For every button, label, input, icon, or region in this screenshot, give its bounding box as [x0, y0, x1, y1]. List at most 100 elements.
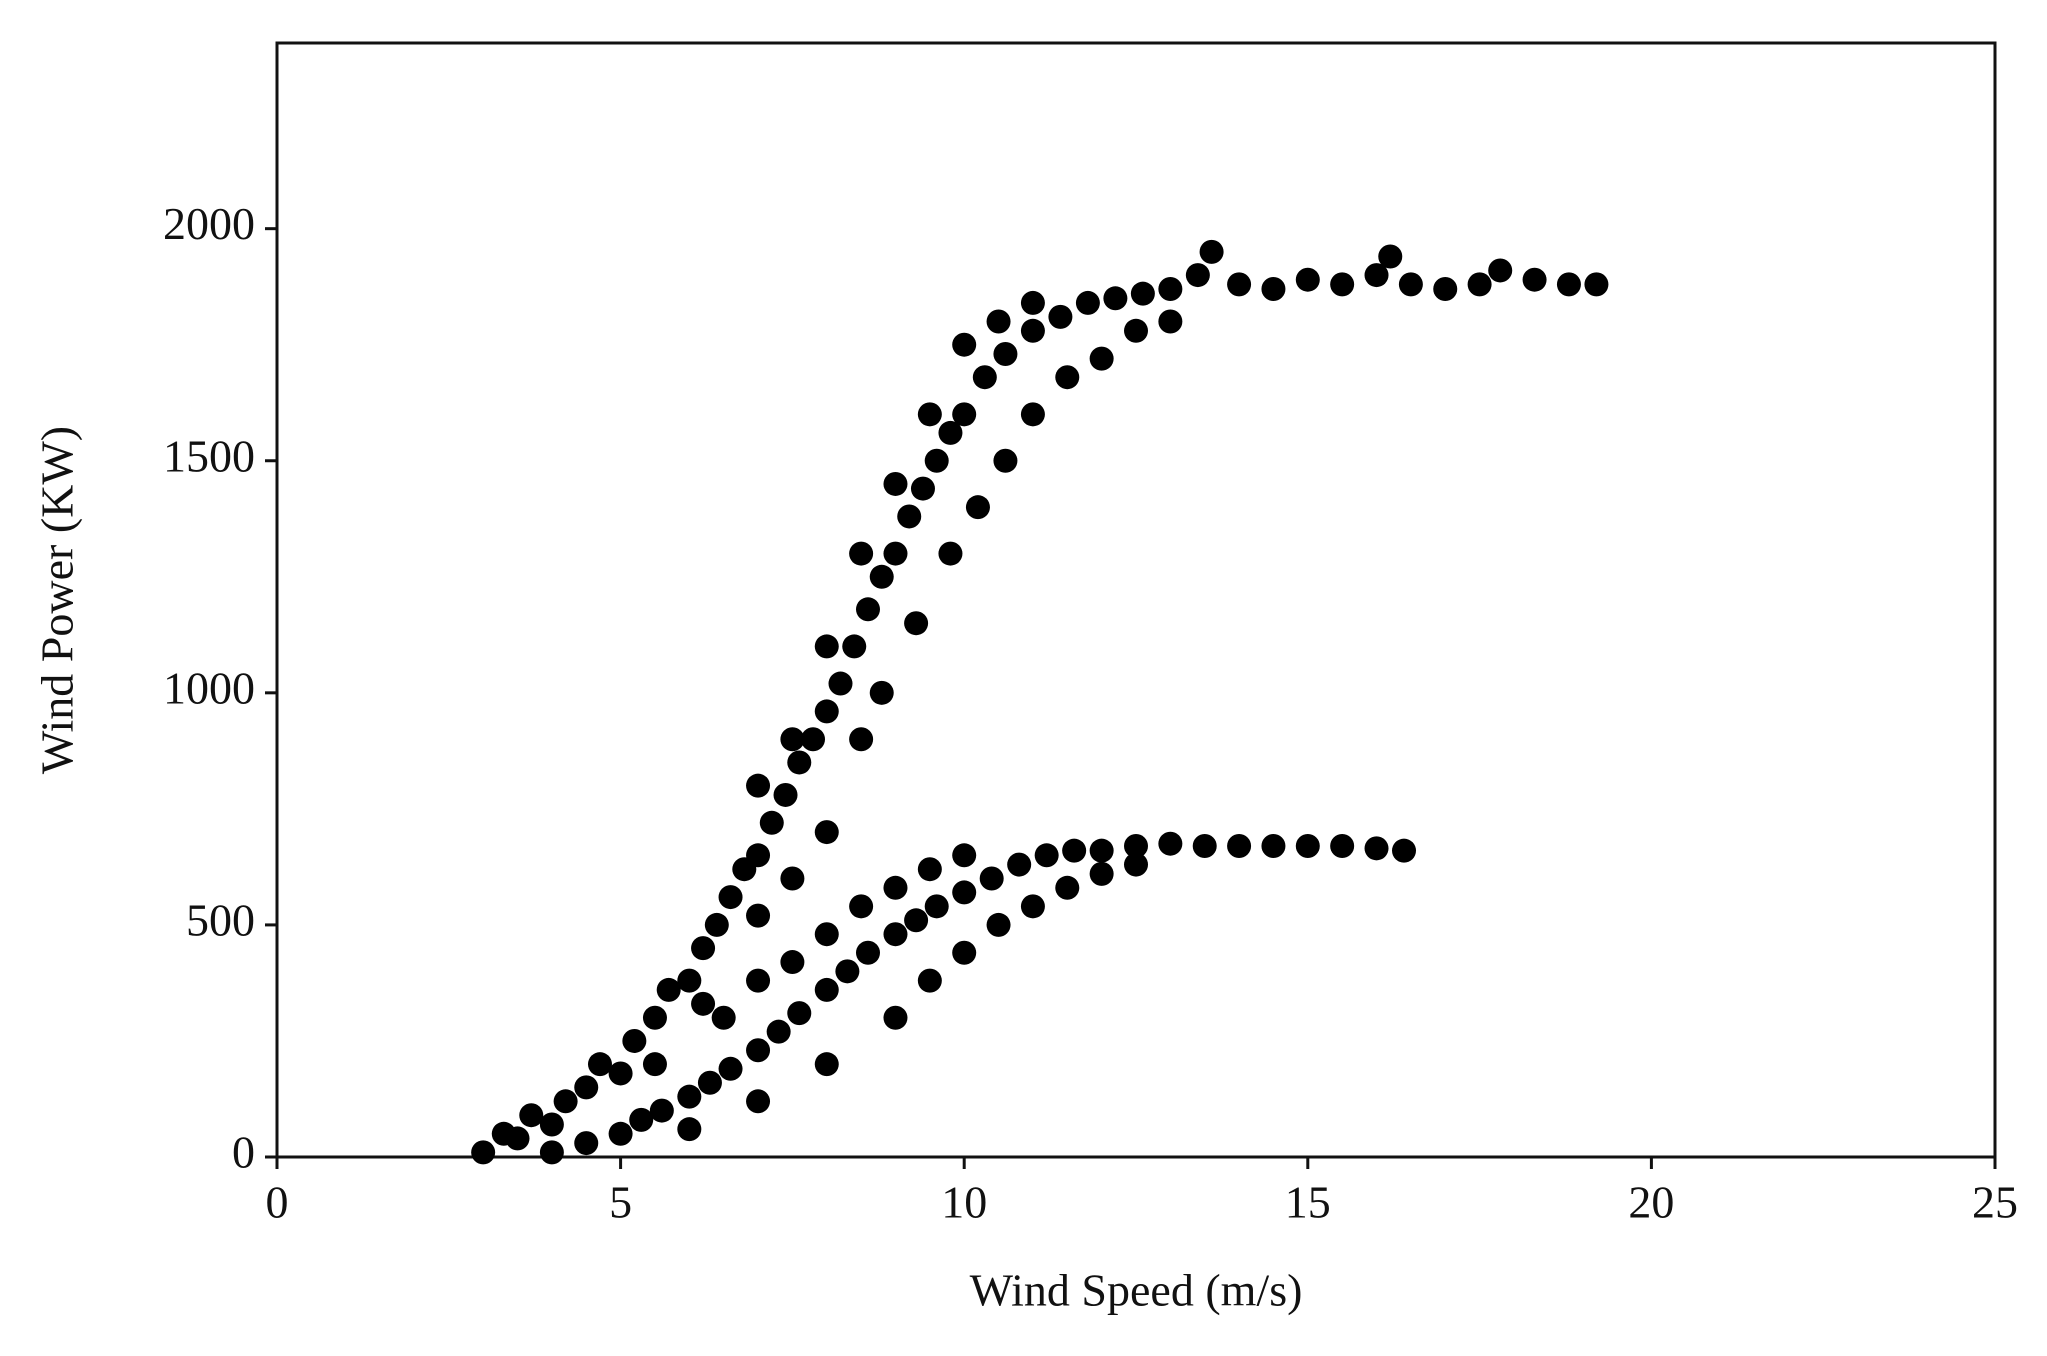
point — [677, 968, 702, 993]
point — [965, 495, 990, 520]
point — [656, 977, 681, 1002]
point — [917, 857, 942, 882]
point — [814, 820, 839, 845]
point — [766, 1019, 791, 1044]
point — [1158, 277, 1183, 302]
point — [642, 1052, 667, 1077]
point — [814, 1052, 839, 1077]
point — [1261, 277, 1286, 302]
point — [691, 936, 716, 961]
point — [883, 471, 908, 496]
point — [1158, 831, 1183, 856]
point — [587, 1052, 612, 1077]
point — [691, 991, 716, 1016]
point — [677, 1084, 702, 1109]
point — [1089, 346, 1114, 371]
point — [1020, 894, 1045, 919]
y-tick-label: 0 — [232, 1127, 255, 1178]
point — [1062, 838, 1087, 863]
point — [855, 597, 880, 622]
point — [917, 402, 942, 427]
point — [828, 671, 853, 696]
y-tick-label: 500 — [186, 894, 255, 945]
point — [952, 880, 977, 905]
point — [1392, 838, 1417, 863]
point — [574, 1075, 599, 1100]
point — [842, 634, 867, 659]
point — [835, 959, 860, 984]
point — [718, 885, 743, 910]
point — [814, 977, 839, 1002]
point — [746, 773, 771, 798]
point — [883, 541, 908, 566]
point — [787, 750, 812, 775]
point — [539, 1140, 564, 1165]
point — [1124, 318, 1148, 343]
point — [993, 341, 1018, 366]
point — [986, 309, 1011, 334]
point — [697, 1070, 722, 1095]
point — [1330, 272, 1355, 297]
point — [1055, 875, 1080, 900]
point — [904, 908, 929, 933]
point — [883, 1005, 908, 1030]
y-axis-label: Wind Power (KW) — [32, 426, 83, 774]
point — [574, 1131, 599, 1156]
point — [1185, 263, 1210, 288]
x-tick-label: 0 — [266, 1177, 289, 1228]
point — [704, 912, 729, 937]
point — [1199, 239, 1224, 264]
point — [1433, 277, 1458, 302]
point — [553, 1089, 578, 1114]
point — [746, 843, 771, 868]
point — [1556, 272, 1581, 297]
point — [649, 1098, 674, 1123]
point — [773, 782, 798, 807]
point — [1048, 304, 1073, 329]
x-tick-label: 5 — [609, 1177, 632, 1228]
point — [1364, 263, 1389, 288]
point — [1584, 272, 1609, 297]
point — [910, 476, 935, 501]
point — [952, 843, 977, 868]
y-tick-label: 1000 — [163, 662, 255, 713]
point — [746, 1038, 771, 1063]
point — [938, 420, 963, 445]
x-axis-label: Wind Speed (m/s) — [970, 1265, 1303, 1316]
point — [519, 1103, 544, 1128]
point — [1089, 838, 1114, 863]
plot-frame — [275, 41, 1997, 1159]
point — [1364, 836, 1389, 861]
point — [1192, 834, 1217, 859]
point — [642, 1005, 667, 1030]
point — [972, 365, 997, 390]
point — [979, 866, 1004, 891]
point — [1488, 258, 1513, 283]
point — [505, 1126, 530, 1151]
point — [986, 912, 1011, 937]
point — [1295, 834, 1320, 859]
point — [759, 810, 784, 835]
point — [855, 940, 880, 965]
point — [1398, 272, 1423, 297]
point — [1103, 286, 1128, 311]
point — [787, 1001, 812, 1026]
point — [780, 727, 805, 752]
point — [814, 634, 839, 659]
point — [780, 866, 805, 891]
point — [1227, 272, 1252, 297]
point — [924, 894, 949, 919]
y-tick-label: 1500 — [163, 430, 255, 481]
x-tick-label: 20 — [1628, 1177, 1674, 1228]
x-tick-label: 15 — [1285, 1177, 1331, 1228]
point — [801, 727, 826, 752]
point — [952, 332, 977, 357]
point — [1378, 244, 1403, 269]
point — [938, 541, 963, 566]
point — [1020, 318, 1045, 343]
point — [622, 1028, 647, 1053]
point — [608, 1061, 633, 1086]
point — [539, 1112, 564, 1137]
